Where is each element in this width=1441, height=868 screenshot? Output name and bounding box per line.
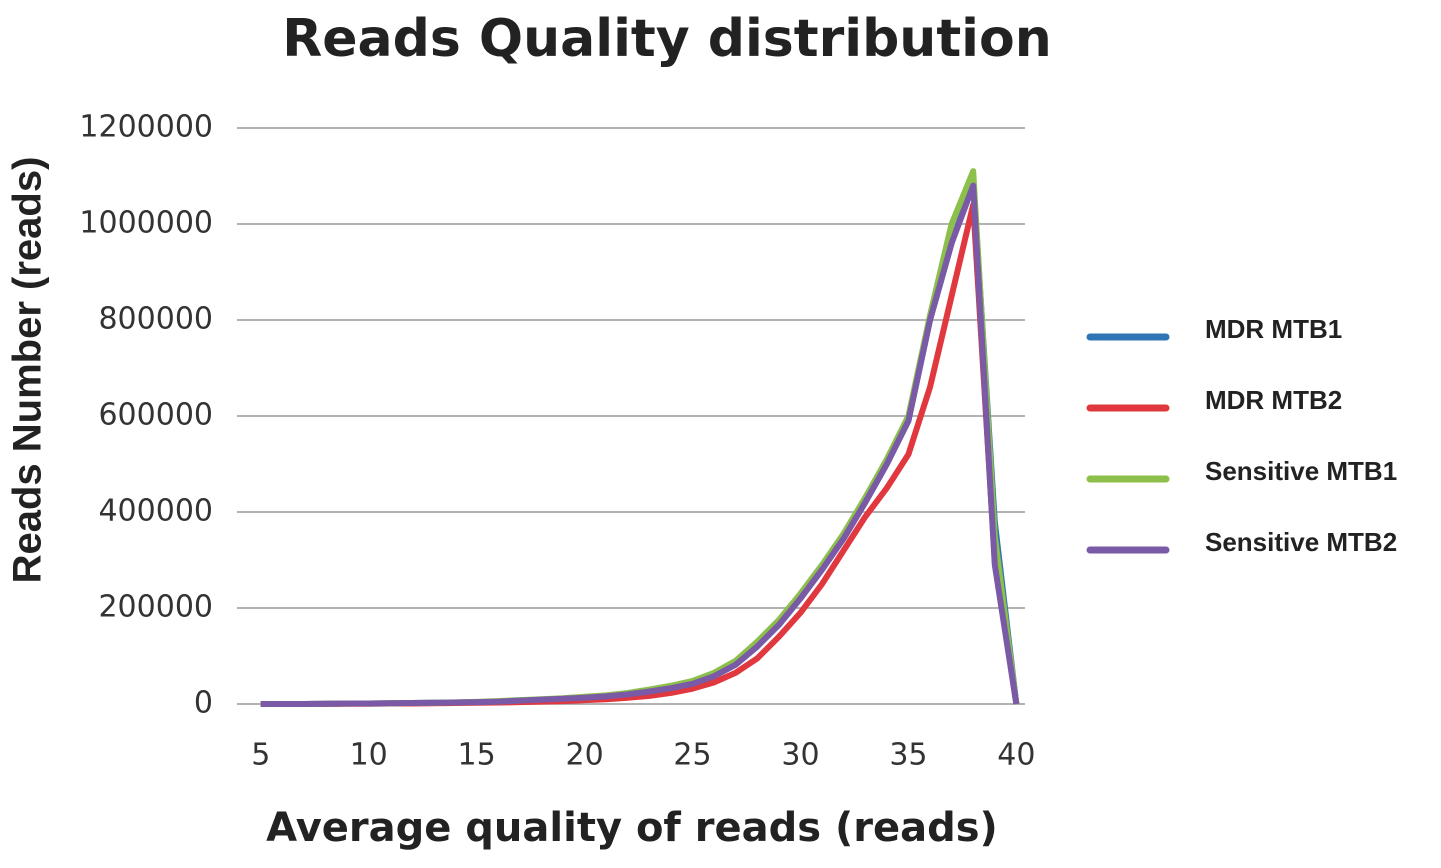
y-tick-label: 600000 — [98, 398, 213, 433]
y-tick-label: 1200000 — [79, 110, 213, 145]
x-tick-label: 5 — [251, 738, 270, 773]
x-tick-label: 25 — [673, 738, 711, 773]
series-line — [260, 182, 1020, 707]
x-tick-label: 20 — [565, 738, 603, 773]
chart-title: Reads Quality distribution — [282, 9, 1052, 69]
legend-label: Sensitive MTB2 — [1205, 527, 1397, 557]
series-line — [260, 177, 1020, 707]
y-tick-label: 1000000 — [79, 206, 213, 241]
series-line — [260, 201, 1020, 707]
x-tick-label: 10 — [350, 738, 388, 773]
y-axis-label: Reads Number (reads) — [6, 157, 50, 584]
y-tick-label: 200000 — [98, 590, 213, 625]
x-tick-label: 40 — [997, 738, 1035, 773]
legend-label: MDR MTB1 — [1205, 314, 1342, 344]
x-tick-label: 35 — [889, 738, 927, 773]
x-axis-label: Average quality of reads (reads) — [266, 805, 998, 851]
y-tick-label: 400000 — [98, 494, 213, 529]
legend-label: MDR MTB2 — [1205, 385, 1342, 415]
legend-label: Sensitive MTB1 — [1205, 456, 1397, 486]
y-tick-label: 0 — [194, 686, 213, 721]
y-tick-label: 800000 — [98, 302, 213, 337]
x-tick-label: 15 — [458, 738, 496, 773]
x-tick-label: 30 — [781, 738, 819, 773]
